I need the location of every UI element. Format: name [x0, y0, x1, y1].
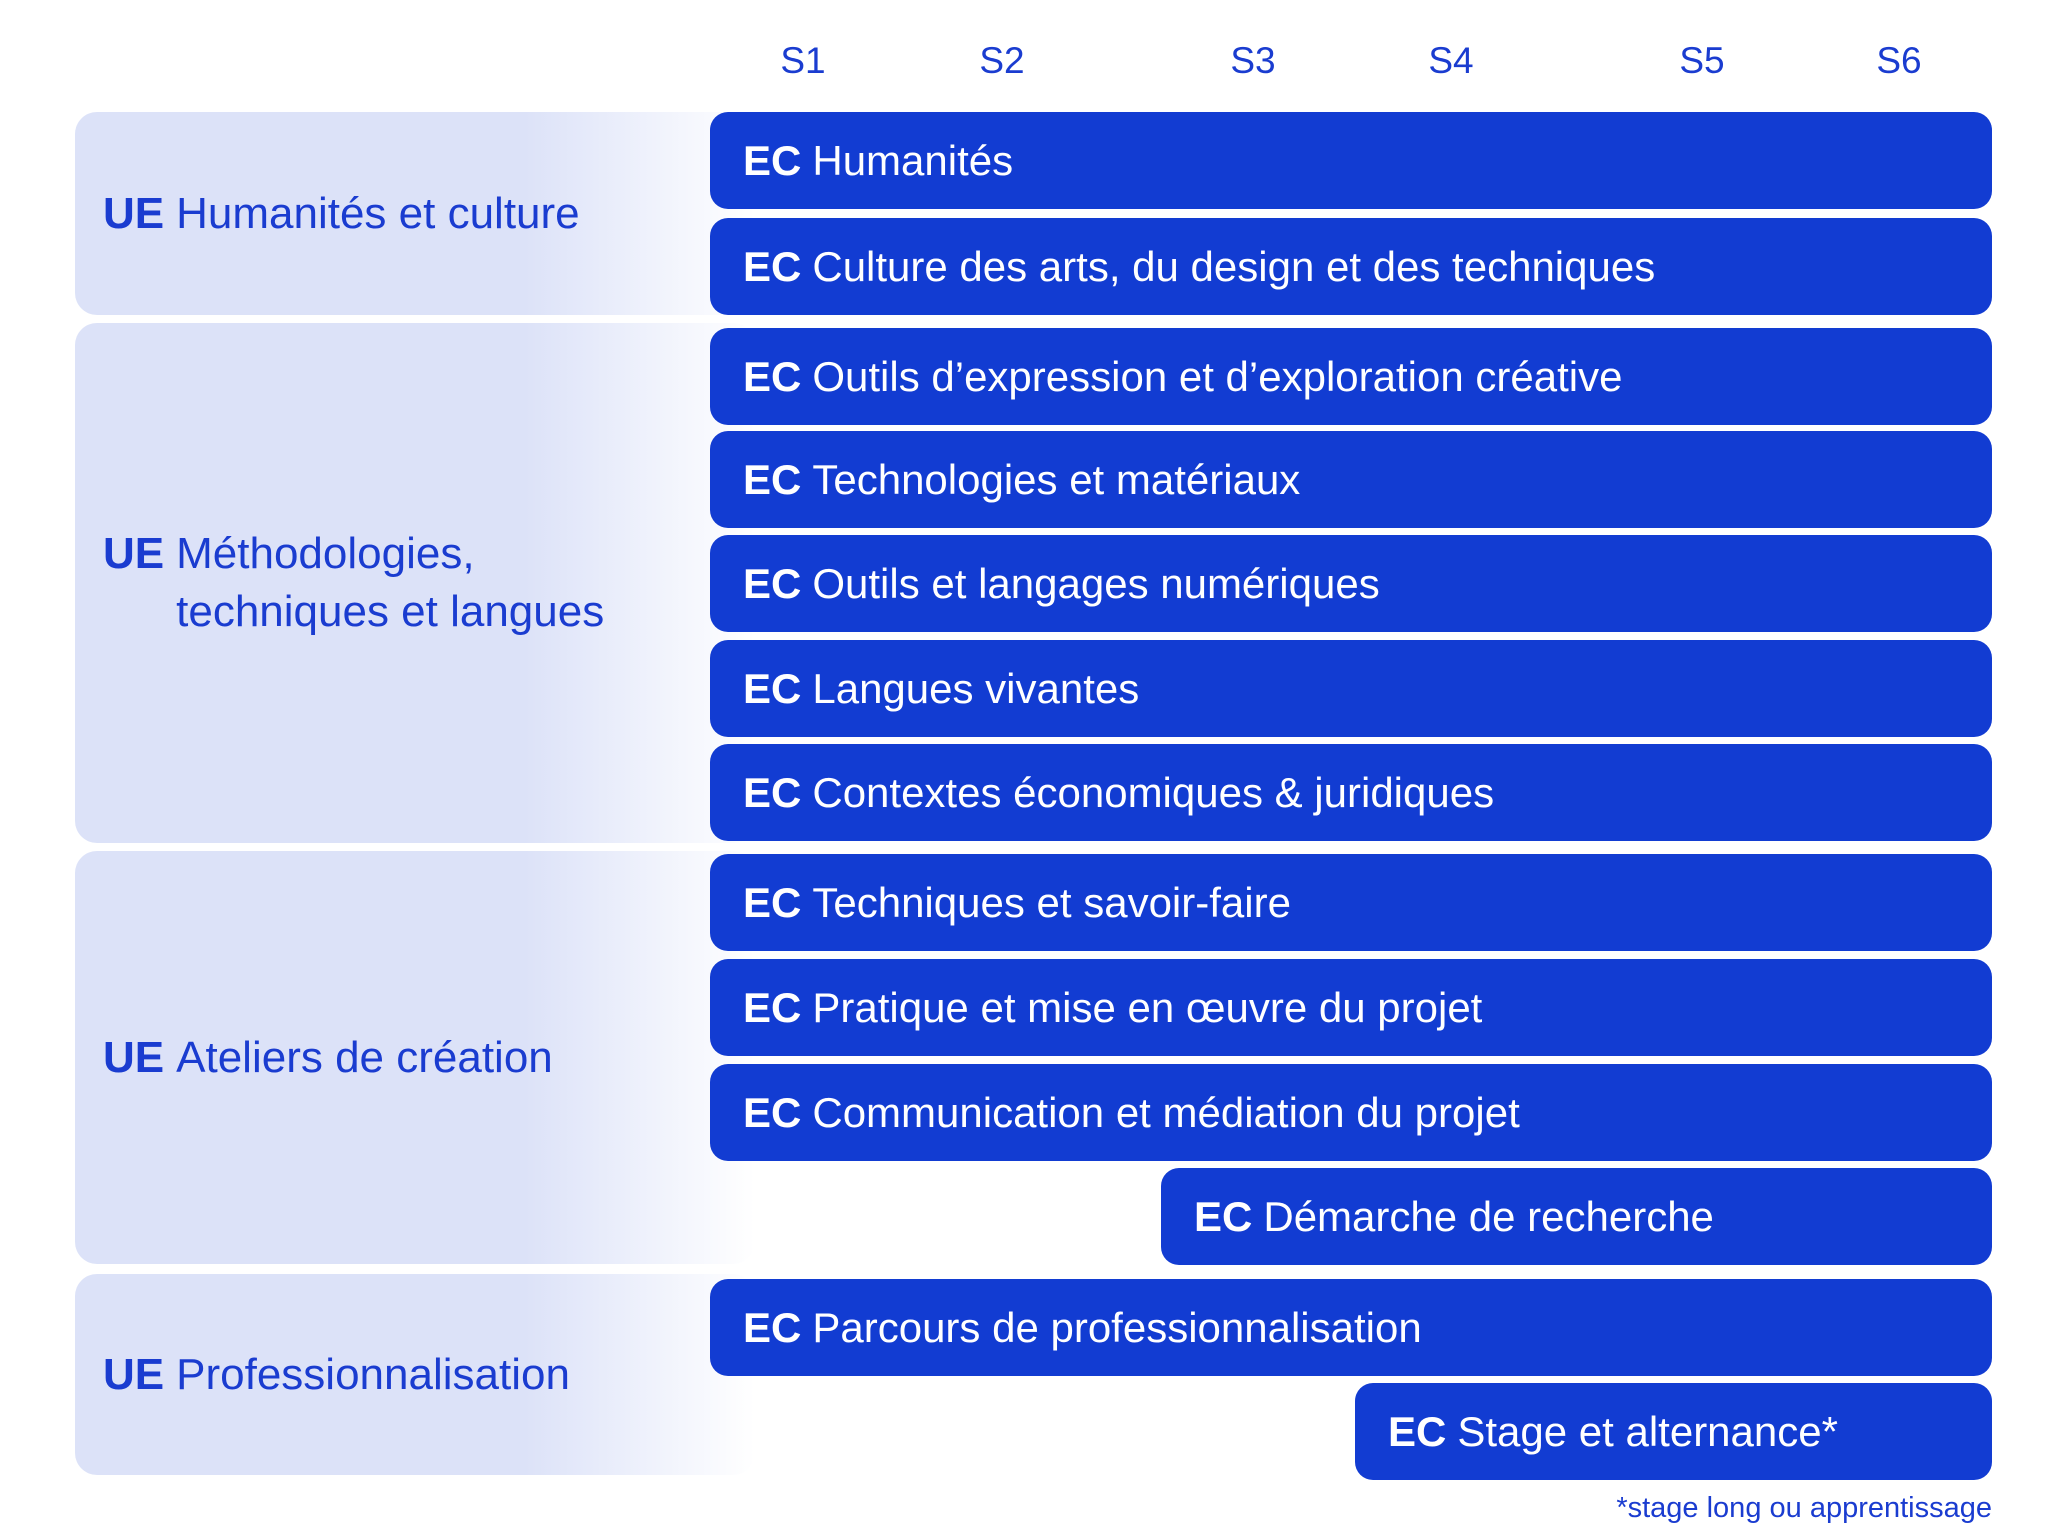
- ec-course-bar: EC Communication et médiation du projet: [710, 1064, 1992, 1161]
- ec-course-label: Humanités: [812, 136, 1014, 184]
- ec-course-bar: EC Culture des arts, du design et des tec…: [710, 218, 1992, 315]
- ec-course-label: Langues vivantes: [812, 664, 1140, 712]
- ue-group-label: UE Ateliers de création: [103, 1029, 553, 1087]
- ec-course-label: Stage et alternance*: [1457, 1407, 1838, 1455]
- ec-course-label: Démarche de recherche: [1263, 1192, 1714, 1240]
- ec-course-bar: EC Outils et langages numériques: [710, 535, 1992, 632]
- semester-header-s6: S6: [1876, 40, 1922, 81]
- ec-course-label: Outils et langages numériques: [812, 559, 1380, 607]
- ec-prefix: EC: [743, 664, 802, 712]
- ec-course-bar: EC Démarche de recherche: [1161, 1168, 1992, 1265]
- ec-prefix: EC: [743, 983, 802, 1031]
- ec-course-label: Communication et médiation du projet: [812, 1088, 1520, 1136]
- ec-course-label: Culture des arts, du design et des techn…: [812, 242, 1656, 290]
- ue-group-title-line: Méthodologies,: [176, 529, 475, 578]
- semester-header-s1: S1: [780, 40, 826, 81]
- ec-prefix: EC: [743, 878, 802, 926]
- ue-group-label: UE Méthodologies, techniques et langues: [103, 525, 604, 641]
- ue-group-title-line: techniques et langues: [176, 587, 605, 636]
- ue-prefix: UE: [103, 529, 165, 578]
- ec-prefix: EC: [743, 559, 802, 607]
- ec-prefix: EC: [743, 768, 802, 816]
- ec-course-bar: EC Contextes économiques & juridiques: [710, 744, 1992, 841]
- ec-course-label: Techniques et savoir-faire: [812, 878, 1291, 926]
- ue-group-panel: UE Ateliers de création: [75, 851, 755, 1264]
- ue-prefix: UE: [103, 1032, 165, 1082]
- ec-course-bar: EC Outils d’expression et d’exploration c…: [710, 328, 1992, 425]
- ec-prefix: EC: [743, 136, 802, 184]
- ue-prefix: UE: [103, 188, 165, 238]
- ue-group-panel: UE Humanités et culture: [75, 112, 755, 315]
- ue-group-title-line: Humanités et culture: [176, 188, 580, 238]
- ec-prefix: EC: [743, 352, 802, 400]
- ec-course-bar: EC Stage et alternance*: [1355, 1383, 1992, 1480]
- ec-course-bar: EC Technologies et matériaux: [710, 431, 1992, 528]
- ue-group-title-line: Ateliers de création: [176, 1032, 553, 1082]
- ec-course-label: Parcours de professionnalisation: [812, 1303, 1422, 1351]
- ec-course-bar: EC Humanités: [710, 112, 1992, 209]
- semester-header-s3: S3: [1230, 40, 1276, 81]
- ec-course-bar: EC Techniques et savoir-faire: [710, 854, 1992, 951]
- ue-group-title-line: Professionnalisation: [176, 1349, 570, 1399]
- ec-prefix: EC: [743, 1303, 802, 1351]
- ec-prefix: EC: [743, 1088, 802, 1136]
- ec-prefix: EC: [743, 242, 802, 290]
- ue-group-panel: UE Méthodologies, techniques et langues: [75, 323, 755, 843]
- semester-header-s5: S5: [1679, 40, 1725, 81]
- ec-course-bar: EC Langues vivantes: [710, 640, 1992, 737]
- ue-group-label: UE Professionnalisation: [103, 1346, 570, 1404]
- footnote: *stage long ou apprentissage: [1616, 1492, 1992, 1524]
- ue-prefix: UE: [103, 1349, 165, 1399]
- ec-course-bar: EC Pratique et mise en œuvre du projet: [710, 959, 1992, 1056]
- ue-group-label: UE Humanités et culture: [103, 185, 580, 243]
- ec-course-label: Outils d’expression et d’exploration cré…: [812, 352, 1623, 400]
- ec-prefix: EC: [1194, 1192, 1253, 1240]
- semester-header-s2: S2: [979, 40, 1025, 81]
- ec-prefix: EC: [1388, 1407, 1447, 1455]
- ec-course-label: Contextes économiques & juridiques: [812, 768, 1495, 816]
- ue-group-panel: UE Professionnalisation: [75, 1274, 755, 1475]
- ec-prefix: EC: [743, 455, 802, 503]
- ec-course-label: Pratique et mise en œuvre du projet: [812, 983, 1483, 1031]
- semester-header-s4: S4: [1428, 40, 1474, 81]
- ec-course-bar: EC Parcours de professionnalisation: [710, 1279, 1992, 1376]
- ec-course-label: Technologies et matériaux: [812, 455, 1301, 503]
